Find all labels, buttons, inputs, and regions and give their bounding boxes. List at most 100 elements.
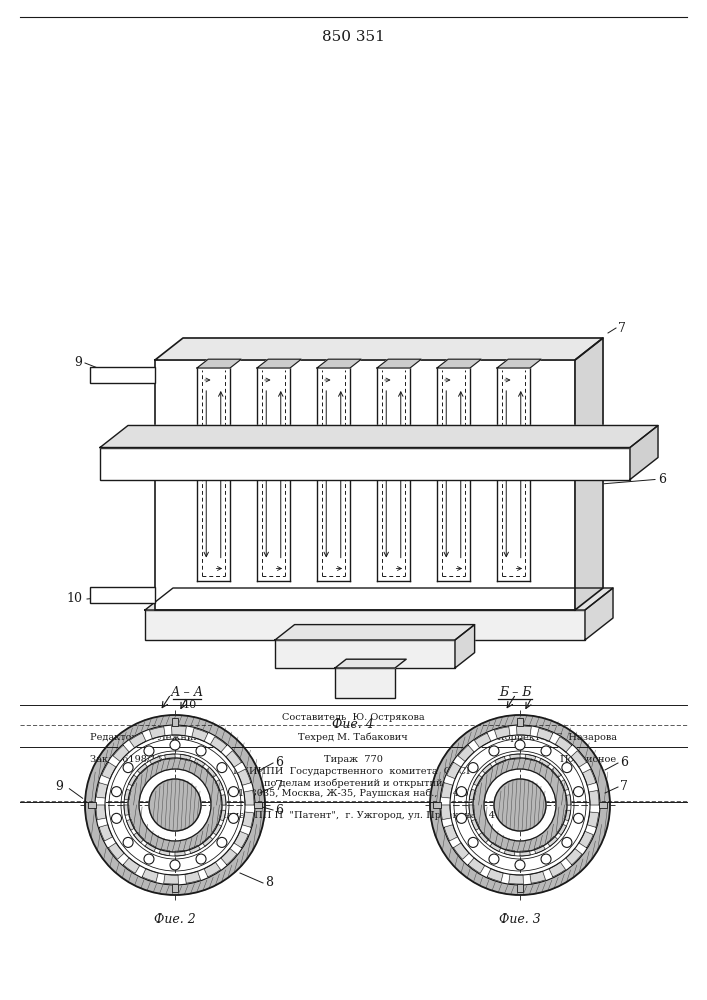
Polygon shape <box>437 359 481 368</box>
Text: Техред М. Табакович: Техред М. Табакович <box>298 733 408 742</box>
Bar <box>100 448 630 480</box>
Polygon shape <box>490 842 501 851</box>
Text: Корректор Г. Назарова: Корректор Г. Назарова <box>497 733 617 742</box>
Bar <box>599 802 607 808</box>
Polygon shape <box>589 790 599 805</box>
Polygon shape <box>220 795 226 805</box>
Polygon shape <box>530 871 546 883</box>
Polygon shape <box>128 758 222 852</box>
Polygon shape <box>549 862 566 877</box>
Bar <box>172 884 178 892</box>
Polygon shape <box>509 874 523 884</box>
Polygon shape <box>226 751 242 767</box>
Circle shape <box>541 746 551 756</box>
Polygon shape <box>494 727 510 739</box>
Polygon shape <box>469 789 477 800</box>
Polygon shape <box>180 754 191 761</box>
Polygon shape <box>150 756 160 765</box>
Polygon shape <box>275 625 474 640</box>
Polygon shape <box>137 764 148 774</box>
Circle shape <box>515 740 525 750</box>
Polygon shape <box>159 849 170 856</box>
Text: 7: 7 <box>620 780 628 794</box>
Polygon shape <box>469 805 475 815</box>
Circle shape <box>123 837 133 847</box>
Polygon shape <box>218 810 226 821</box>
Polygon shape <box>630 426 658 480</box>
Polygon shape <box>164 874 178 884</box>
Polygon shape <box>575 338 603 610</box>
Polygon shape <box>534 845 545 854</box>
Text: 8: 8 <box>265 876 273 890</box>
Circle shape <box>228 787 238 797</box>
Polygon shape <box>194 759 205 768</box>
Polygon shape <box>113 745 129 761</box>
Bar <box>90 587 155 603</box>
Polygon shape <box>473 758 567 852</box>
Polygon shape <box>234 831 248 848</box>
Polygon shape <box>557 824 566 835</box>
Polygon shape <box>189 845 200 854</box>
Polygon shape <box>504 849 515 856</box>
Polygon shape <box>210 737 227 752</box>
Text: по делам изобретений и открытий: по делам изобретений и открытий <box>264 778 443 788</box>
Polygon shape <box>520 850 530 856</box>
Polygon shape <box>192 728 208 741</box>
Text: Заказ 6198/16: Заказ 6198/16 <box>90 755 163 764</box>
Polygon shape <box>441 783 453 798</box>
Polygon shape <box>202 836 213 846</box>
Polygon shape <box>537 728 553 741</box>
Polygon shape <box>335 659 407 668</box>
Polygon shape <box>185 871 201 883</box>
Text: Составитель  Ю. Острякова: Составитель Ю. Острякова <box>281 713 424 722</box>
Bar <box>88 802 96 808</box>
Polygon shape <box>487 869 503 882</box>
Polygon shape <box>206 767 216 778</box>
Polygon shape <box>243 812 254 827</box>
Polygon shape <box>123 858 140 873</box>
Polygon shape <box>85 715 265 895</box>
Polygon shape <box>238 769 251 785</box>
Text: 6: 6 <box>620 756 628 770</box>
Polygon shape <box>588 812 599 827</box>
Bar <box>335 668 395 698</box>
Polygon shape <box>444 825 457 841</box>
Polygon shape <box>517 726 531 736</box>
Polygon shape <box>96 783 108 798</box>
Polygon shape <box>221 849 237 865</box>
Polygon shape <box>197 359 241 368</box>
Circle shape <box>489 746 499 756</box>
Text: 6: 6 <box>658 473 666 486</box>
Polygon shape <box>377 359 421 368</box>
Polygon shape <box>497 359 541 368</box>
Text: А – А: А – А <box>170 686 204 699</box>
Polygon shape <box>96 805 106 820</box>
Polygon shape <box>563 810 571 821</box>
Polygon shape <box>525 754 536 761</box>
Circle shape <box>196 854 206 864</box>
Circle shape <box>112 813 122 823</box>
Circle shape <box>573 787 583 797</box>
Text: Подписное: Подписное <box>560 755 617 764</box>
Polygon shape <box>472 819 480 830</box>
Bar <box>433 802 441 808</box>
Bar <box>155 360 575 610</box>
Circle shape <box>562 763 572 773</box>
Polygon shape <box>583 769 596 785</box>
Bar <box>517 884 523 892</box>
Polygon shape <box>102 762 116 779</box>
Bar <box>275 640 455 668</box>
Polygon shape <box>215 780 223 791</box>
Bar <box>517 718 523 726</box>
Text: 6: 6 <box>275 804 283 816</box>
Polygon shape <box>579 831 593 848</box>
Polygon shape <box>124 805 130 815</box>
Circle shape <box>112 787 122 797</box>
Text: 10: 10 <box>66 592 82 605</box>
Polygon shape <box>510 754 520 760</box>
Polygon shape <box>547 836 558 846</box>
Polygon shape <box>124 789 132 800</box>
Polygon shape <box>454 843 469 859</box>
Circle shape <box>468 837 478 847</box>
Circle shape <box>170 740 180 750</box>
